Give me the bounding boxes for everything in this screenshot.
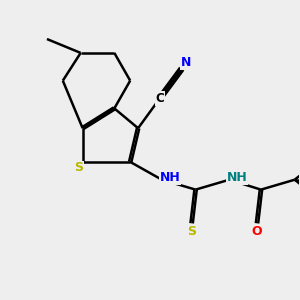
Text: S: S bbox=[187, 225, 196, 238]
Text: C: C bbox=[155, 92, 164, 105]
Text: S: S bbox=[74, 161, 83, 174]
Text: N: N bbox=[181, 56, 191, 69]
Text: O: O bbox=[252, 225, 262, 238]
Text: NH: NH bbox=[159, 171, 180, 184]
Text: NH: NH bbox=[227, 171, 248, 184]
